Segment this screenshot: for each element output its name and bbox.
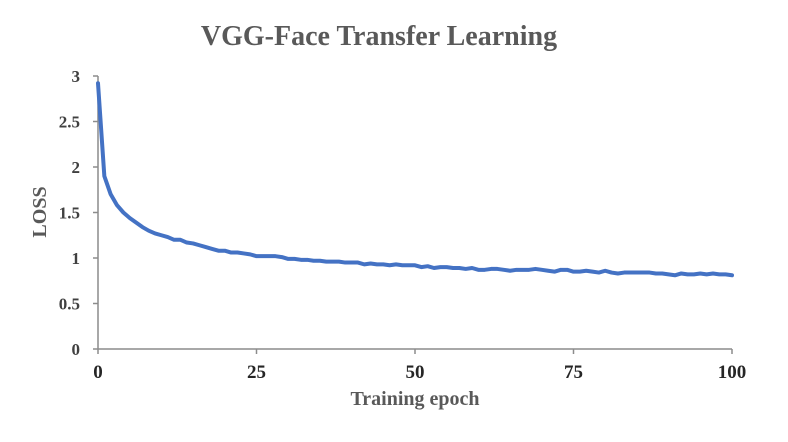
x-tick-label: 25 [247,362,266,383]
x-axis-title: Training epoch [350,388,479,410]
y-tick-label: 2.5 [59,113,80,132]
series-layer [96,81,734,278]
x-tick-labels: 0 25 50 75 100 [93,362,746,383]
y-tick-labels: 0 0.5 1 1.5 2 2.5 3 [59,67,80,359]
x-tick-label: 0 [93,362,103,383]
y-tick-label: 0 [72,340,81,359]
loss-series-line [96,81,734,278]
y-tick-label: 2 [72,158,81,177]
axes [93,75,733,354]
chart-title: VGG-Face Transfer Learning [201,21,557,52]
y-tick-label: 0.5 [59,295,80,314]
y-tick-label: 1 [72,249,81,268]
y-tick-label: 1.5 [59,204,80,223]
x-tick-label: 75 [564,362,583,383]
y-axis-title: LOSS [29,186,51,237]
x-tick-label: 100 [718,362,747,383]
x-tick-label: 50 [406,362,425,383]
y-tick-label: 3 [72,67,81,86]
